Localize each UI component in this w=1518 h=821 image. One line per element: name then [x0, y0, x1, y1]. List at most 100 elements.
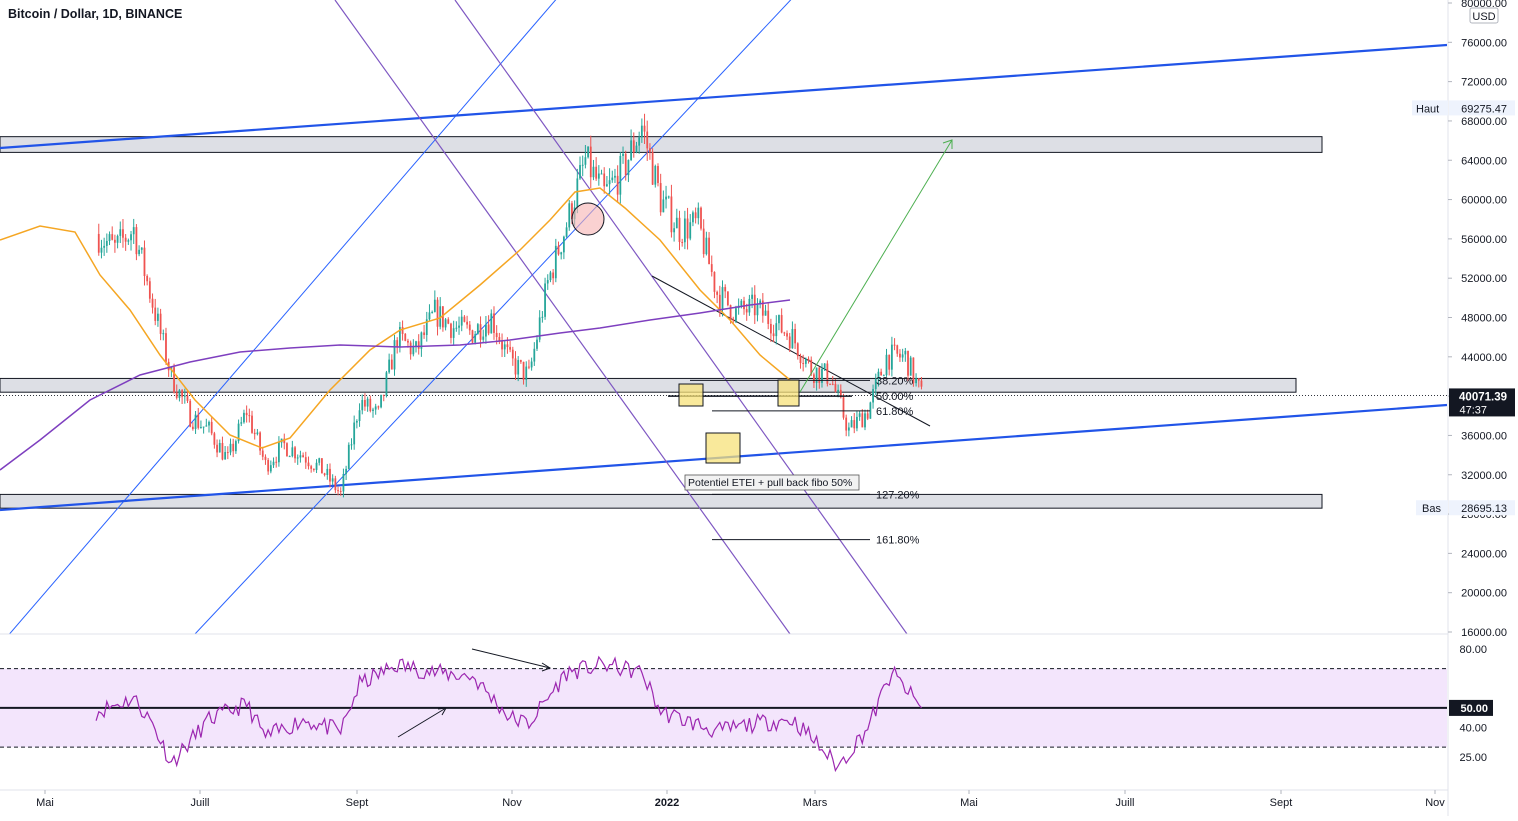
candle-body: [189, 400, 192, 427]
candle-body: [385, 372, 388, 396]
candle-body: [315, 462, 318, 470]
candle-body: [479, 324, 482, 340]
candle-body: [659, 183, 662, 213]
candle-body: [705, 237, 708, 255]
support-zone-2[interactable]: [0, 377, 1297, 393]
candle-body: [759, 300, 762, 304]
ema50-line[interactable]: [0, 187, 791, 449]
candle-body: [501, 341, 503, 350]
trend-line-2[interactable]: [0, 43, 1447, 150]
channel-line-1[interactable]: [0, 0, 590, 645]
candle-body: [681, 242, 684, 244]
ma200-line[interactable]: [0, 299, 791, 471]
candle-body: [622, 153, 624, 156]
candle-body: [826, 363, 829, 384]
candle-body: [514, 358, 517, 375]
candle-body: [780, 315, 783, 333]
last-price-tag[interactable]: [1449, 388, 1515, 417]
candle-body: [845, 417, 848, 431]
time-tick-label: Mars: [803, 797, 828, 809]
candle-body: [627, 160, 630, 176]
candle-body: [783, 332, 786, 334]
wedge-trendline[interactable]: [651, 275, 931, 427]
symbol-title: Bitcoin / Dollar, 1D, BINANCE: [8, 7, 183, 21]
candle-body: [740, 300, 743, 306]
time-tick-label: Mai: [960, 797, 978, 809]
candle-body: [194, 414, 197, 429]
fib-label: 50.00%: [876, 391, 914, 403]
candle-body: [151, 298, 154, 308]
rsi-tick-label: 40.00: [1459, 723, 1487, 735]
candle-body: [111, 234, 114, 240]
annotation-box[interactable]: [684, 474, 860, 491]
rsi-midline-tag: [1449, 699, 1493, 716]
annotation-text: Potentiel ETEI + pull back fibo 50%: [688, 477, 852, 489]
support-zone-1[interactable]: [0, 136, 1323, 153]
candle-body: [729, 305, 732, 319]
candle-body: [498, 337, 501, 342]
projection-arrow[interactable]: [799, 139, 953, 393]
candle-body: [665, 196, 667, 200]
candle-body: [318, 458, 321, 463]
candle-body: [304, 457, 307, 463]
descending-channel-line-2[interactable]: [454, 0, 908, 634]
candle-body: [834, 383, 837, 392]
currency-box[interactable]: [1469, 7, 1499, 24]
candle-body: [702, 228, 705, 255]
candle-body: [291, 447, 294, 457]
rsi-divergence-arrow-1[interactable]: [397, 707, 447, 738]
rejection-circle[interactable]: [571, 202, 605, 236]
candle-body: [632, 140, 635, 153]
price-tick-label: 16000.00: [1461, 627, 1507, 639]
candle-body: [361, 400, 364, 411]
candle-body: [600, 173, 603, 175]
candle-body: [587, 146, 589, 158]
candle-body: [178, 390, 181, 398]
candle-body: [240, 422, 243, 424]
candle-body: [396, 340, 399, 348]
price-tick-label: 72000.00: [1461, 77, 1507, 89]
currency-label: USD: [1472, 11, 1495, 23]
candle-body: [119, 229, 122, 236]
candle-body: [614, 175, 616, 178]
candle-body: [522, 361, 525, 380]
candle-body: [920, 380, 923, 387]
candle-body: [286, 443, 288, 457]
candle-body: [251, 415, 253, 433]
high-value-box: [1449, 100, 1515, 116]
candle-body: [130, 234, 132, 241]
price-tick-label: 32000.00: [1461, 470, 1507, 482]
candle-body: [485, 324, 487, 337]
candle-body: [726, 291, 729, 306]
candle-body: [554, 245, 557, 279]
low-label-box: [1416, 500, 1448, 516]
candle-body: [686, 218, 689, 239]
candle-body: [471, 330, 474, 343]
candle-body: [307, 462, 310, 467]
candle-body: [232, 443, 235, 452]
candle-body: [173, 367, 175, 393]
channel-line-2[interactable]: [194, 0, 800, 634]
candle-body: [571, 203, 573, 220]
candle-body: [791, 328, 794, 349]
candle-body: [517, 360, 520, 375]
highlight-box-2[interactable]: [705, 432, 741, 464]
highlight-box-1[interactable]: [678, 383, 704, 407]
rsi-divergence-arrow-2[interactable]: [471, 648, 551, 669]
support-zone-3[interactable]: [0, 493, 1323, 509]
candle-body: [355, 420, 358, 423]
candle-body: [872, 389, 874, 403]
descending-channel-line-1[interactable]: [334, 0, 791, 634]
highlight-box-3[interactable]: [777, 379, 800, 407]
candle-body: [476, 324, 479, 335]
candle-body: [794, 328, 796, 344]
candle-body: [519, 360, 522, 362]
candle-body: [407, 340, 409, 343]
rsi-line[interactable]: [95, 655, 922, 773]
candle-body: [186, 395, 189, 401]
candle-body: [245, 412, 248, 416]
candle-body: [651, 151, 654, 185]
candle-body: [267, 459, 270, 472]
